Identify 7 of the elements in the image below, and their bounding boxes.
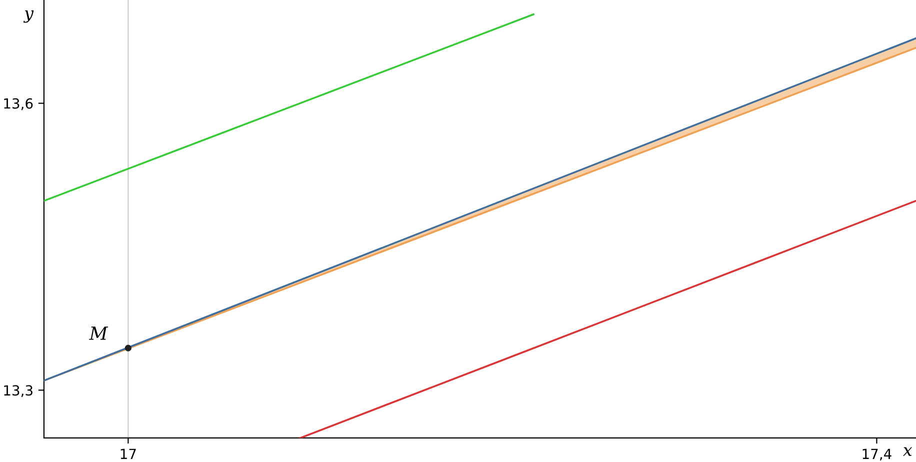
y-tick-label: 13,6 (4, 98, 33, 110)
y-tick-label: 13,3 (4, 385, 32, 398)
y-axis-title: y (23, 10, 34, 23)
x-axis-title: x (902, 447, 912, 456)
x-tick-label: 17 (120, 448, 136, 459)
series-label: M (89, 326, 108, 340)
x-tick-label: 17,4 (862, 448, 892, 461)
